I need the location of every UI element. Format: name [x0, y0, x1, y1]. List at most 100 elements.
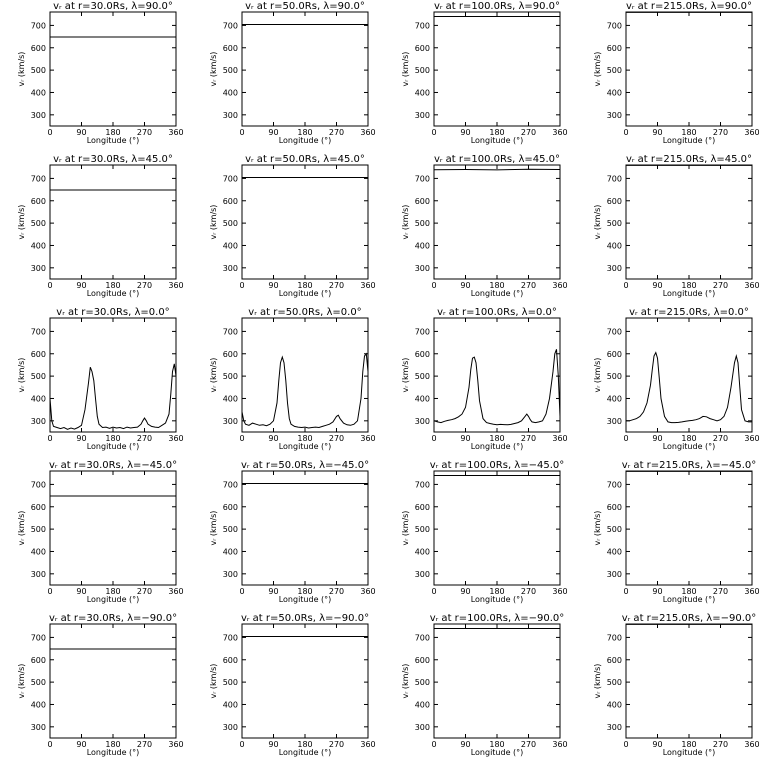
y-tick-label: 500 — [607, 525, 622, 534]
y-tick-label: 500 — [31, 219, 46, 228]
x-tick-label: 270 — [713, 587, 728, 596]
chart-title: vᵣ at r=100.0Rs, λ=−45.0° — [430, 460, 565, 471]
y-tick-label: 700 — [415, 480, 430, 489]
y-tick-label: 500 — [607, 219, 622, 228]
y-tick-label: 600 — [415, 503, 430, 512]
x-axis-label: Longitude (°) — [279, 136, 332, 145]
chart-panel: vᵣ at r=215.0Rs, λ=0.0° 0 90 180 270 360 300 40… — [593, 307, 760, 451]
y-tick-label: 300 — [223, 417, 238, 426]
plot-frame — [241, 11, 369, 127]
y-axis-label: vᵣ (km/s) — [593, 664, 602, 699]
x-tick-label: 0 — [431, 587, 436, 596]
x-tick-label: 360 — [744, 740, 759, 749]
x-axis-label: Longitude (°) — [663, 595, 716, 604]
x-tick-label: 180 — [297, 281, 312, 290]
x-tick-label: 180 — [489, 128, 504, 137]
x-tick-label: 270 — [137, 740, 152, 749]
plot-frame — [241, 623, 369, 739]
x-tick-label: 0 — [431, 128, 436, 137]
chart-panel: vᵣ at r=30.0Rs, λ=−45.0° 0 90 180 270 360 300 4… — [17, 460, 184, 604]
chart-panel: vᵣ at r=50.0Rs, λ=0.0° 0 90 180 270 360 300 400… — [209, 307, 376, 451]
plot-frame — [241, 470, 369, 586]
x-tick-label: 90 — [460, 128, 470, 137]
x-tick-label: 0 — [239, 281, 244, 290]
x-tick-label: 0 — [623, 587, 628, 596]
vr-series-line — [626, 351, 752, 424]
y-tick-label: 300 — [31, 111, 46, 120]
y-axis-label: vᵣ (km/s) — [593, 52, 602, 87]
y-tick-label: 700 — [31, 21, 46, 30]
y-tick-label: 700 — [415, 21, 430, 30]
y-tick-label: 400 — [31, 241, 46, 250]
y-tick-label: 500 — [223, 372, 238, 381]
y-tick-label: 400 — [223, 700, 238, 709]
x-tick-label: 90 — [652, 740, 662, 749]
x-axis-label: Longitude (°) — [471, 748, 524, 757]
y-tick-label: 700 — [31, 327, 46, 336]
x-tick-label: 180 — [681, 434, 696, 443]
y-tick-label: 700 — [607, 327, 622, 336]
y-tick-label: 300 — [223, 570, 238, 579]
x-axis-label: Longitude (°) — [471, 595, 524, 604]
chart-panel: vᵣ at r=100.0Rs, λ=90.0° 0 90 180 270 360 300 4… — [401, 1, 568, 145]
plot-frame — [241, 317, 369, 433]
chart-title: vᵣ at r=100.0Rs, λ=45.0° — [434, 154, 560, 165]
x-axis-label: Longitude (°) — [87, 595, 140, 604]
y-tick-label: 400 — [31, 547, 46, 556]
y-tick-label: 400 — [31, 88, 46, 97]
y-tick-label: 600 — [223, 503, 238, 512]
chart-title: vᵣ at r=30.0Rs, λ=−45.0° — [49, 460, 177, 471]
y-tick-label: 300 — [415, 723, 430, 732]
plot-frame — [49, 317, 177, 433]
y-tick-label: 500 — [223, 525, 238, 534]
x-axis-label: Longitude (°) — [279, 442, 332, 451]
chart-title: vᵣ at r=215.0Rs, λ=−45.0° — [622, 460, 757, 471]
x-tick-label: 360 — [744, 434, 759, 443]
y-tick-label: 300 — [607, 417, 622, 426]
plot-frame — [433, 164, 561, 280]
plot-frame — [49, 623, 177, 739]
y-tick-label: 300 — [607, 570, 622, 579]
x-tick-label: 180 — [681, 740, 696, 749]
y-tick-label: 500 — [415, 66, 430, 75]
x-tick-label: 360 — [744, 128, 759, 137]
x-axis-label: Longitude (°) — [279, 289, 332, 298]
plot-frame — [625, 470, 753, 586]
chart-title: vᵣ at r=50.0Rs, λ=45.0° — [245, 154, 365, 165]
x-tick-label: 270 — [713, 434, 728, 443]
x-tick-label: 270 — [713, 740, 728, 749]
y-axis-label: vᵣ (km/s) — [209, 52, 218, 87]
y-tick-label: 400 — [31, 700, 46, 709]
x-tick-label: 360 — [744, 587, 759, 596]
x-tick-label: 0 — [431, 281, 436, 290]
x-axis-label: Longitude (°) — [471, 442, 524, 451]
chart-panel: vᵣ at r=30.0Rs, λ=0.0° 0 90 180 270 360 300 400… — [17, 307, 184, 451]
x-tick-label: 270 — [329, 434, 344, 443]
x-tick-label: 270 — [137, 281, 152, 290]
y-tick-label: 400 — [415, 547, 430, 556]
y-axis-label: vᵣ (km/s) — [17, 52, 26, 87]
vr-series-line — [433, 168, 561, 171]
y-tick-label: 400 — [415, 394, 430, 403]
x-tick-label: 90 — [76, 587, 86, 596]
y-tick-label: 500 — [31, 678, 46, 687]
plot-frame — [625, 164, 753, 280]
x-tick-label: 360 — [168, 587, 183, 596]
y-tick-label: 700 — [223, 327, 238, 336]
y-tick-label: 300 — [415, 417, 430, 426]
y-tick-label: 300 — [31, 417, 46, 426]
x-tick-label: 180 — [489, 434, 504, 443]
chart-panel: vᵣ at r=50.0Rs, λ=−45.0° 0 90 180 270 360 300 4… — [209, 460, 376, 604]
y-axis-label: vᵣ (km/s) — [209, 205, 218, 240]
chart-title: vᵣ at r=30.0Rs, λ=90.0° — [53, 1, 173, 12]
chart-panel: vᵣ at r=100.0Rs, λ=−45.0° 0 90 180 270 360 300… — [401, 460, 568, 604]
x-axis-label: Longitude (°) — [471, 136, 524, 145]
y-tick-label: 300 — [31, 723, 46, 732]
y-tick-label: 700 — [415, 174, 430, 183]
chart-panel: vᵣ at r=215.0Rs, λ=90.0° 0 90 180 270 360 300 4… — [593, 1, 760, 145]
chart-title: vᵣ at r=50.0Rs, λ=90.0° — [245, 1, 365, 12]
chart-title: vᵣ at r=30.0Rs, λ=45.0° — [53, 154, 173, 165]
x-tick-label: 90 — [652, 281, 662, 290]
x-tick-label: 270 — [521, 281, 536, 290]
chart-title: vᵣ at r=30.0Rs, λ=0.0° — [56, 307, 169, 318]
